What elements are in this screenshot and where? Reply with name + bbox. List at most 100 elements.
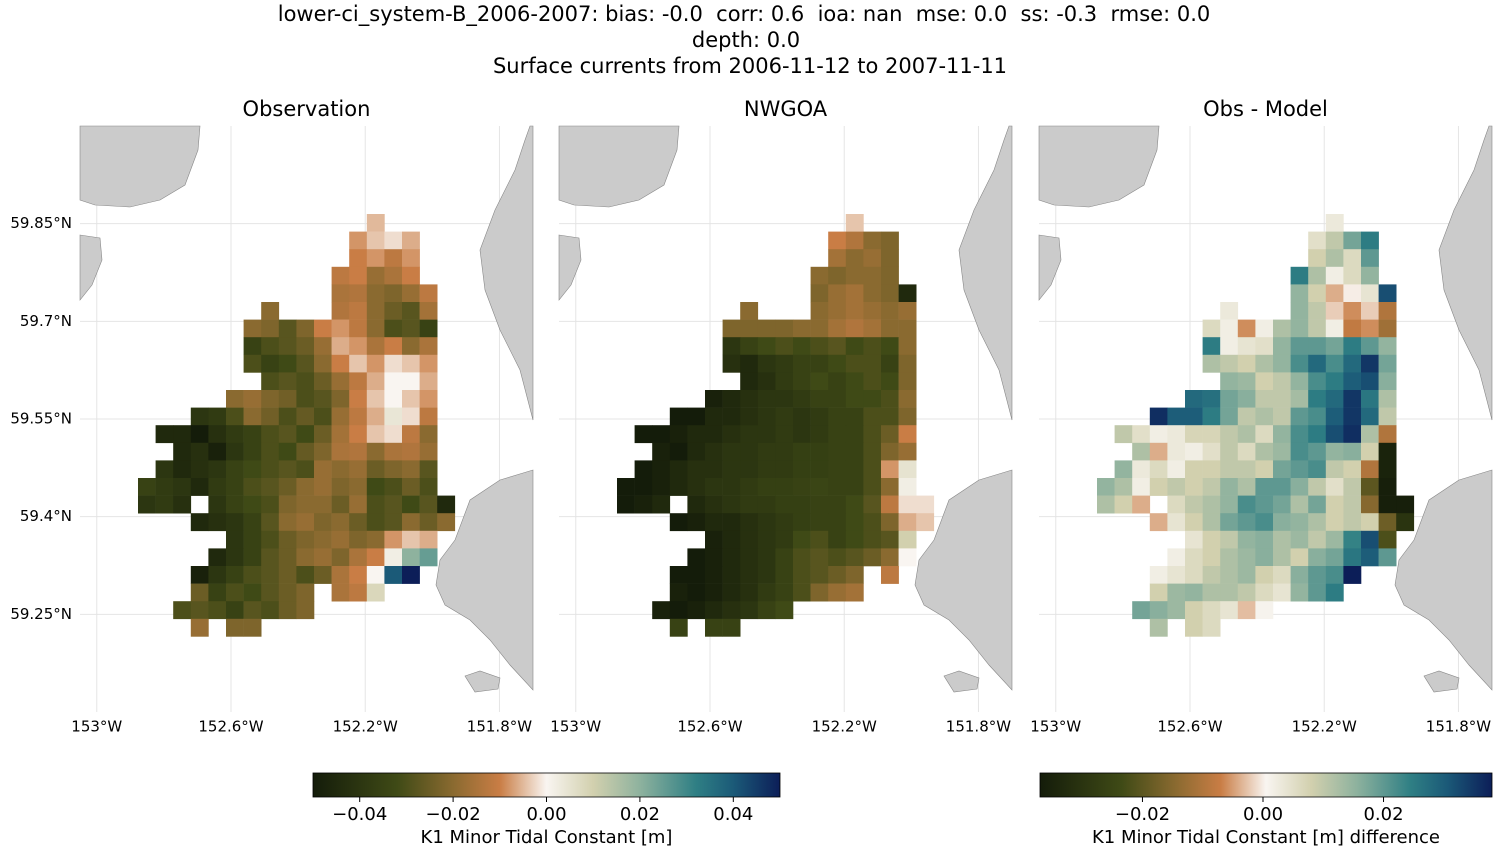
grid-cell xyxy=(740,530,759,549)
grid-cell xyxy=(243,495,262,514)
grid-cell xyxy=(1378,442,1397,461)
grid-cell xyxy=(1149,478,1168,496)
grid-cell xyxy=(863,425,882,444)
grid-cell xyxy=(1237,354,1256,373)
grid-cell xyxy=(845,284,864,303)
grid-cell xyxy=(402,319,420,338)
grid-cell xyxy=(278,354,297,373)
grid-cell xyxy=(1361,249,1379,268)
grid-cell xyxy=(1343,266,1362,285)
grid-cell xyxy=(349,354,368,373)
grid-cell xyxy=(1185,601,1203,620)
grid-cell xyxy=(1325,337,1344,356)
grid-cell xyxy=(278,548,297,567)
grid-cell xyxy=(1255,601,1274,620)
grid-cell xyxy=(1290,266,1309,285)
grid-cell xyxy=(881,495,899,514)
grid-cell xyxy=(1202,442,1221,461)
grid-cell xyxy=(1308,372,1327,391)
grid-cell xyxy=(314,478,332,496)
grid-cell xyxy=(740,513,759,532)
grid-cell xyxy=(208,407,227,426)
colorbar xyxy=(312,772,781,798)
grid-cell xyxy=(1237,337,1256,356)
grid-cell xyxy=(845,372,864,391)
grid-cell xyxy=(366,319,385,338)
grid-cell xyxy=(898,284,917,303)
grid-cell xyxy=(793,425,811,444)
grid-cell xyxy=(314,566,332,584)
grid-cell xyxy=(793,319,811,338)
grid-cell xyxy=(705,566,723,584)
grid-cell xyxy=(757,442,776,461)
grid-cell xyxy=(1361,390,1379,408)
grid-cell xyxy=(828,460,847,479)
grid-cell xyxy=(314,319,332,338)
grid-cell xyxy=(331,478,350,496)
grid-cell xyxy=(243,618,262,637)
grid-cell xyxy=(1167,478,1186,496)
grid-cell xyxy=(384,266,403,285)
grid-cell xyxy=(1114,425,1133,444)
grid-cell xyxy=(775,442,794,461)
grid-cell xyxy=(402,249,420,268)
grid-cell xyxy=(173,495,192,514)
grid-cell xyxy=(1185,513,1203,532)
grid-cell xyxy=(1202,407,1221,426)
grid-cell xyxy=(810,284,829,303)
grid-cell xyxy=(208,601,227,620)
grid-cell xyxy=(775,337,794,356)
grid-cell xyxy=(1220,425,1239,444)
grid-cell xyxy=(881,266,899,285)
grid-cell xyxy=(173,425,192,444)
grid-cell xyxy=(296,337,315,356)
grid-cell xyxy=(1343,407,1362,426)
grid-cell xyxy=(687,495,706,514)
grid-cell xyxy=(226,442,244,461)
grid-cell xyxy=(384,548,403,567)
grid-cell xyxy=(366,425,385,444)
grid-cell xyxy=(1237,478,1256,496)
grid-cell xyxy=(1361,407,1379,426)
grid-cell xyxy=(1325,319,1344,338)
grid-cell xyxy=(757,354,776,373)
grid-cell xyxy=(740,354,759,373)
y-tick-label: 59.85°N xyxy=(10,214,72,232)
grid-cell xyxy=(261,513,280,532)
grid-cell xyxy=(1378,478,1397,496)
grid-cell xyxy=(190,618,209,637)
grid-cell xyxy=(828,478,847,496)
grid-cell xyxy=(810,513,829,532)
grid-cell xyxy=(1255,425,1274,444)
grid-cell xyxy=(881,390,899,408)
grid-cell xyxy=(278,478,297,496)
grid-cell xyxy=(1273,407,1291,426)
grid-cell xyxy=(810,319,829,338)
grid-cell xyxy=(863,354,882,373)
grid-cell xyxy=(1255,390,1274,408)
grid-cell xyxy=(775,407,794,426)
grid-cell xyxy=(366,548,385,567)
grid-cell xyxy=(845,337,864,356)
grid-cell xyxy=(208,548,227,567)
grid-cell xyxy=(793,390,811,408)
grid-cell xyxy=(687,583,706,602)
grid-cell xyxy=(331,583,350,602)
grid-cell xyxy=(1378,460,1397,479)
map-panel xyxy=(558,125,1013,712)
grid-cell xyxy=(1343,513,1362,532)
x-tick-label: 151.8°W xyxy=(946,718,1011,736)
grid-cell xyxy=(331,390,350,408)
grid-cell xyxy=(1325,266,1344,285)
grid-cell xyxy=(1273,460,1291,479)
grid-cell xyxy=(384,302,403,320)
grid-cell xyxy=(828,530,847,549)
grid-cell xyxy=(881,319,899,338)
grid-cell xyxy=(1343,319,1362,338)
grid-cell xyxy=(757,601,776,620)
grid-cell xyxy=(278,407,297,426)
grid-cell xyxy=(634,425,653,444)
grid-cell xyxy=(331,354,350,373)
grid-cell xyxy=(775,583,794,602)
grid-cell xyxy=(669,566,688,584)
